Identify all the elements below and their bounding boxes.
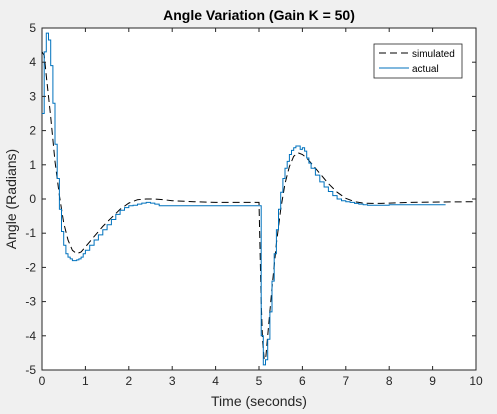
series-layer <box>41 32 477 366</box>
chart-title: Angle Variation (Gain K = 50) <box>163 7 355 23</box>
y-tick-label: -2 <box>25 260 36 274</box>
y-tick-label: 0 <box>29 192 36 206</box>
plot-area <box>41 27 477 371</box>
x-tick-label: 4 <box>212 374 219 388</box>
ticks-layer: 0 1 2 3 4 5 6 7 8 9 10 -5 -4 -3 -2 -1 0 1 2 3 4 5 <box>25 21 483 388</box>
y-tick-label: 1 <box>29 158 36 172</box>
y-tick-label: 3 <box>29 89 36 103</box>
series-line-actual <box>42 32 446 366</box>
x-tick-label: 1 <box>82 374 89 388</box>
y-tick-label: 4 <box>29 55 36 69</box>
y-tick-label: -5 <box>25 363 36 377</box>
y-tick-label: 2 <box>29 124 36 138</box>
y-tick-label: -3 <box>25 295 36 309</box>
x-axis-label: Time (seconds) <box>211 393 307 409</box>
x-tick-label: 10 <box>469 374 483 388</box>
y-axis-label: Angle (Radians) <box>3 149 19 249</box>
x-tick-label: 0 <box>39 374 46 388</box>
y-tick-label: 5 <box>29 21 36 35</box>
legend-label-actual: actual <box>412 64 439 75</box>
y-tick-label: -1 <box>25 226 36 240</box>
x-tick-label: 6 <box>299 374 306 388</box>
x-tick-label: 7 <box>342 374 349 388</box>
legend: simulated actual <box>373 43 463 79</box>
x-tick-label: 2 <box>125 374 132 388</box>
y-tick-label: -4 <box>25 329 36 343</box>
x-tick-label: 8 <box>386 374 393 388</box>
x-tick-label: 3 <box>169 374 176 388</box>
legend-box <box>373 43 463 79</box>
x-tick-label: 9 <box>429 374 436 388</box>
legend-label-simulated: simulated <box>412 49 455 60</box>
x-tick-label: 5 <box>256 374 263 388</box>
series-line-simulated <box>41 51 477 362</box>
